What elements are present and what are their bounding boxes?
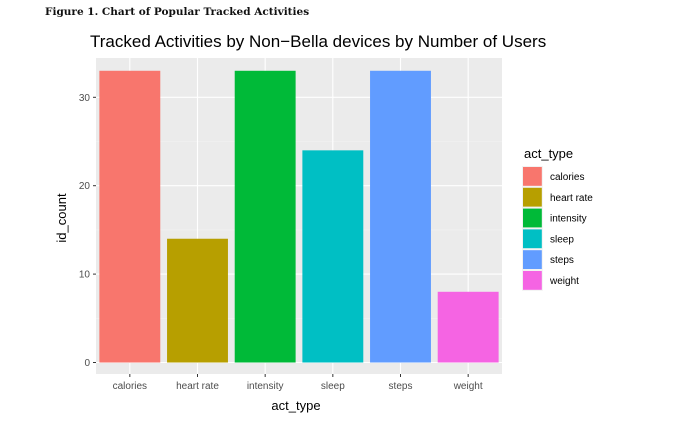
x-tick-label: heart rate: [176, 381, 219, 392]
legend-swatch: [523, 271, 542, 290]
legend-swatch: [523, 229, 542, 249]
plot-panel: [96, 58, 502, 374]
legend-swatch: [523, 250, 542, 269]
chart-title: Tracked Activities by Non−Bella devices …: [90, 32, 547, 51]
bars: [99, 70, 499, 363]
y-axis: 0 10 20 30: [79, 93, 96, 369]
x-tick-label: intensity: [247, 381, 284, 392]
legend: act_type calories heart rate intensity slee…: [522, 146, 593, 291]
legend-swatch: [523, 167, 542, 186]
x-axis: calories heart rate intensity sleep steps wei…: [113, 374, 483, 392]
legend-swatch: [523, 187, 542, 207]
legend-title: act_type: [524, 146, 573, 161]
x-tick-label: steps: [389, 381, 413, 392]
legend-swatch: [523, 208, 542, 228]
x-axis-label: act_type: [271, 398, 320, 413]
x-tick-label: weight: [453, 381, 483, 392]
bar-weight: [437, 291, 499, 363]
legend-label: weight: [549, 276, 579, 287]
y-tick-label: 10: [79, 270, 91, 281]
bar-heart-rate: [167, 238, 228, 363]
bar-steps: [370, 70, 431, 363]
legend-label: heart rate: [550, 193, 593, 204]
legend-label: calories: [550, 172, 584, 183]
x-tick-label: sleep: [321, 381, 345, 392]
legend-label: sleep: [550, 234, 574, 245]
bar-intensity: [234, 70, 296, 363]
bar-sleep: [302, 150, 364, 363]
y-axis-label: id_count: [54, 193, 69, 243]
y-tick-label: 20: [79, 181, 91, 192]
y-tick-label: 0: [84, 358, 90, 369]
figure-caption: Figure 1. Chart of Popular Tracked Activ…: [45, 6, 310, 18]
legend-label: intensity: [550, 214, 587, 225]
y-tick-label: 30: [79, 93, 91, 104]
bar-calories: [99, 70, 161, 363]
legend-label: steps: [550, 255, 574, 266]
x-tick-label: calories: [113, 381, 147, 392]
